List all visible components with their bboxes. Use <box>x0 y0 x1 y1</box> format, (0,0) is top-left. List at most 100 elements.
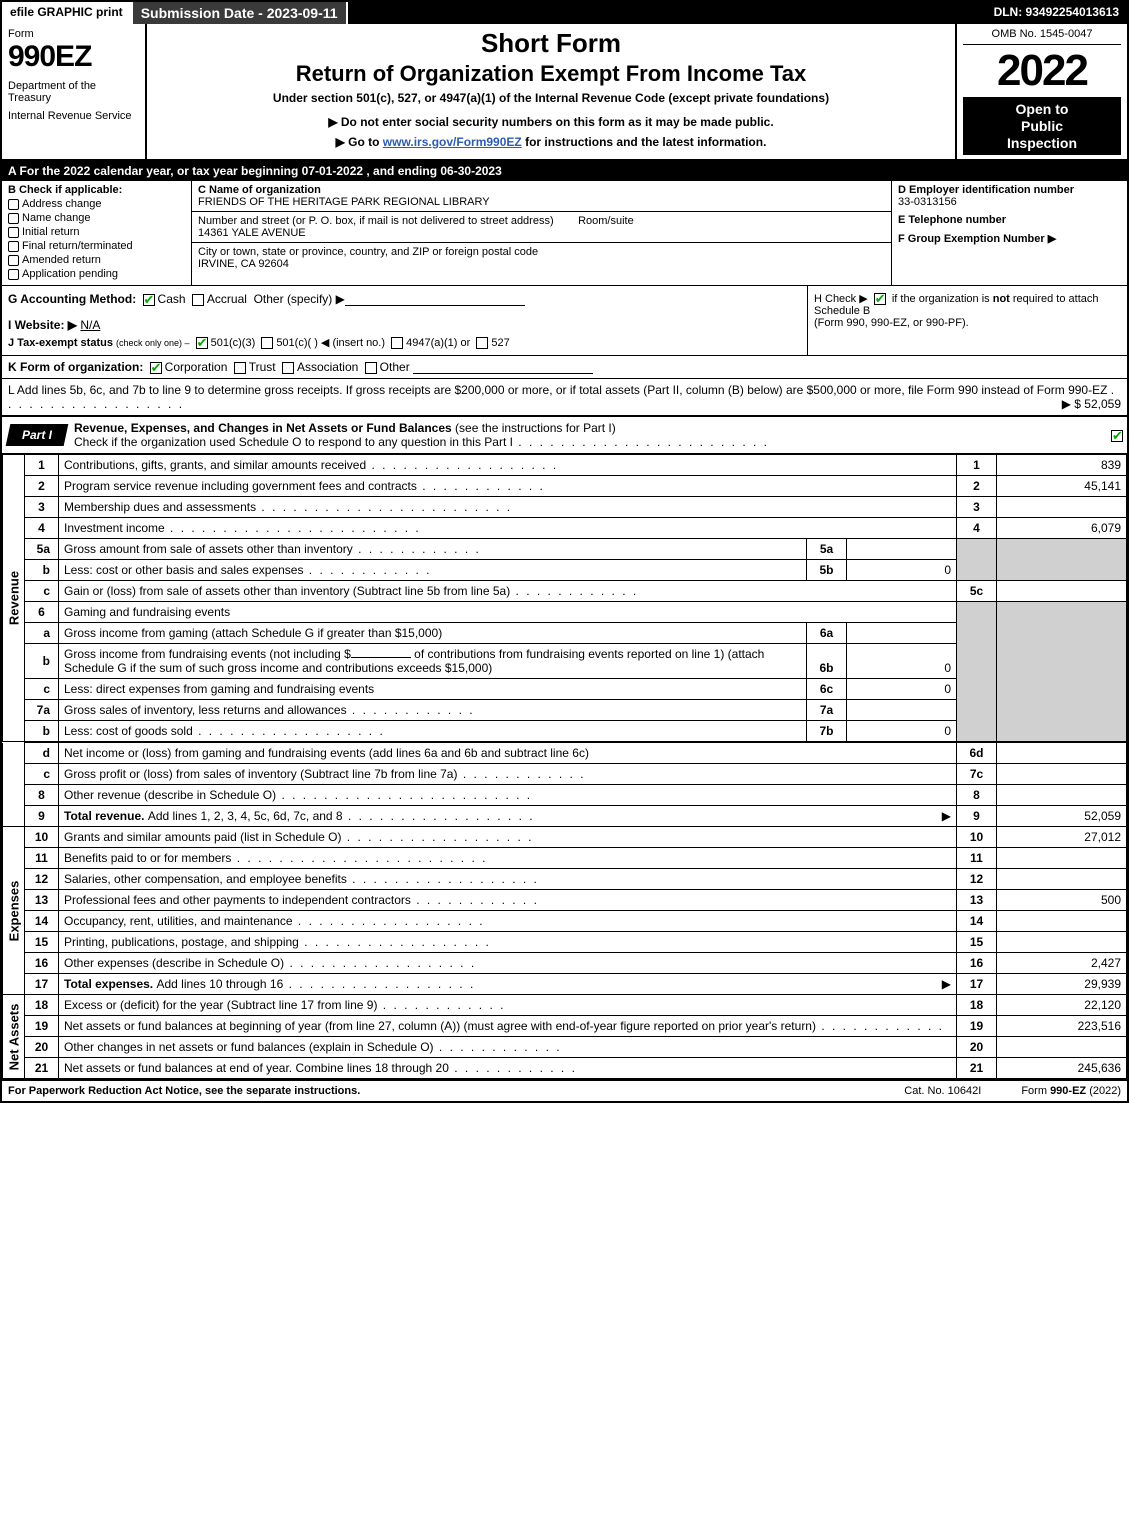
dln: DLN: 93492254013613 <box>986 2 1127 24</box>
d-ein-block: D Employer identification number 33-0313… <box>898 184 1121 208</box>
l-text: L Add lines 5b, 6c, and 7b to line 9 to … <box>8 383 1107 397</box>
h-t1: H Check ▶ <box>814 293 868 305</box>
j-note: (check only one) ‒ <box>116 338 190 348</box>
org-name: FRIENDS OF THE HERITAGE PARK REGIONAL LI… <box>198 196 490 208</box>
footer-left: For Paperwork Reduction Act Notice, see … <box>8 1085 864 1097</box>
chk-corp <box>150 362 162 374</box>
line-14: 14 Occupancy, rent, utilities, and maint… <box>3 911 1127 932</box>
i-lbl: I Website: ▶ <box>8 318 77 332</box>
efile-label: efile GRAPHIC print <box>2 2 133 24</box>
title-shortform: Short Form <box>155 28 947 59</box>
chk-accrual <box>192 294 204 306</box>
ssn-warning: ▶ Do not enter social security numbers o… <box>155 115 947 129</box>
dept-treasury: Department of the Treasury <box>8 80 139 104</box>
goto-link[interactable]: www.irs.gov/Form990EZ <box>383 135 522 149</box>
line-5a: 5a Gross amount from sale of assets othe… <box>3 539 1127 560</box>
chk-501c <box>261 337 273 349</box>
chk-cash <box>143 294 155 306</box>
c-street-block: Number and street (or P. O. box, if mail… <box>192 212 891 243</box>
chk-assoc <box>282 362 294 374</box>
c-city-block: City or town, state or province, country… <box>192 243 891 273</box>
line-6d: d Net income or (loss) from gaming and f… <box>3 743 1127 764</box>
org-city: IRVINE, CA 92604 <box>198 258 289 270</box>
line-10: Expenses 10 Grants and similar amounts p… <box>3 827 1127 848</box>
title-return: Return of Organization Exempt From Incom… <box>155 61 947 87</box>
line-19: 19 Net assets or fund balances at beginn… <box>3 1016 1127 1037</box>
line-9: 9 Total revenue. Add lines 1, 2, 3, 4, 5… <box>3 806 1127 827</box>
under-section: Under section 501(c), 527, or 4947(a)(1)… <box>155 91 947 105</box>
inspect-1: Open to <box>1016 101 1069 117</box>
c-name-block: C Name of organization FRIENDS OF THE HE… <box>192 181 891 212</box>
line-3: 3 Membership dues and assessments 3 <box>3 497 1127 518</box>
room-lbl: Room/suite <box>578 215 634 227</box>
chk-pending: Application pending <box>8 268 185 280</box>
header-center: Short Form Return of Organization Exempt… <box>147 24 957 159</box>
col-c: C Name of organization FRIENDS OF THE HE… <box>192 181 892 285</box>
g-lbl: G Accounting Method: <box>8 292 136 306</box>
city-lbl: City or town, state or province, country… <box>198 246 538 258</box>
website-val: N/A <box>80 318 100 332</box>
chk-527 <box>476 337 488 349</box>
part1-check-line: Check if the organization used Schedule … <box>74 435 513 449</box>
revenue-vlabel: Revenue <box>3 455 25 742</box>
line-15: 15 Printing, publications, postage, and … <box>3 932 1127 953</box>
line-4: 4 Investment income 4 6,079 <box>3 518 1127 539</box>
ein-val: 33-0313156 <box>898 196 957 208</box>
line-13: 13 Professional fees and other payments … <box>3 890 1127 911</box>
topbar: efile GRAPHIC print Submission Date - 20… <box>2 2 1127 24</box>
line-1: Revenue 1 Contributions, gifts, grants, … <box>3 455 1127 476</box>
b-label: B Check if applicable: <box>8 184 185 196</box>
chk-amended: Amended return <box>8 254 185 266</box>
c-name-lbl: C Name of organization <box>198 184 321 196</box>
chk-trust <box>234 362 246 374</box>
chk-name-change: Name change <box>8 212 185 224</box>
chk-501c3 <box>196 337 208 349</box>
line-18: Net Assets 18 Excess or (deficit) for th… <box>3 995 1127 1016</box>
line-12: 12 Salaries, other compensation, and emp… <box>3 869 1127 890</box>
i-line: I Website: ▶ N/A <box>8 318 801 332</box>
part1-title: Revenue, Expenses, and Changes in Net As… <box>66 417 1107 453</box>
header-left: Form 990EZ Department of the Treasury In… <box>2 24 147 159</box>
footer-center: Cat. No. 10642I <box>904 1085 981 1097</box>
line-6: 6 Gaming and fundraising events <box>3 602 1127 623</box>
dept-irs: Internal Revenue Service <box>8 110 139 122</box>
h-t4: (Form 990, 990-EZ, or 990-PF). <box>814 317 969 329</box>
g-line: G Accounting Method: Cash Accrual Other … <box>8 292 801 306</box>
h-block: H Check ▶ if the organization is not req… <box>807 286 1127 355</box>
chk-other <box>365 362 377 374</box>
org-street: 14361 YALE AVENUE <box>198 227 306 239</box>
part1-chk <box>1107 428 1127 442</box>
tel-lbl: E Telephone number <box>898 214 1006 226</box>
group-lbl: F Group Exemption Number ▶ <box>898 233 1056 245</box>
inspect-2: Public <box>1021 118 1063 134</box>
row-l: L Add lines 5b, 6c, and 7b to line 9 to … <box>2 379 1127 417</box>
f-group-block: F Group Exemption Number ▶ <box>898 232 1121 245</box>
footer: For Paperwork Reduction Act Notice, see … <box>2 1079 1127 1101</box>
goto-post: for instructions and the latest informat… <box>522 135 767 149</box>
line-17: 17 Total expenses. Add lines 10 through … <box>3 974 1127 995</box>
line-20: 20 Other changes in net assets or fund b… <box>3 1037 1127 1058</box>
col-d: D Employer identification number 33-0313… <box>892 181 1127 285</box>
e-tel-block: E Telephone number <box>898 214 1121 226</box>
h-t2: if the organization is <box>892 293 993 305</box>
submission-date: Submission Date - 2023-09-11 <box>133 2 348 24</box>
chk-final-return: Final return/terminated <box>8 240 185 252</box>
goto-pre: ▶ Go to <box>336 135 383 149</box>
row-ghij-left: G Accounting Method: Cash Accrual Other … <box>2 286 807 355</box>
street-lbl: Number and street (or P. O. box, if mail… <box>198 215 554 227</box>
form-990ez-page: efile GRAPHIC print Submission Date - 20… <box>0 0 1129 1103</box>
line-2: 2 Program service revenue including gove… <box>3 476 1127 497</box>
k-lbl: K Form of organization: <box>8 360 143 374</box>
col-b: B Check if applicable: Address change Na… <box>2 181 192 285</box>
topbar-spacer <box>348 2 986 24</box>
row-a-taxyear: A For the 2022 calendar year, or tax yea… <box>2 161 1127 181</box>
form-label: Form <box>8 28 139 40</box>
header-right: OMB No. 1545-0047 2022 Open to Public In… <box>957 24 1127 159</box>
other-specify-fill <box>345 292 525 306</box>
row-ghij: G Accounting Method: Cash Accrual Other … <box>2 286 1127 356</box>
chk-4947 <box>391 337 403 349</box>
line-8: 8 Other revenue (describe in Schedule O)… <box>3 785 1127 806</box>
part1-header: Part I Revenue, Expenses, and Changes in… <box>2 417 1127 454</box>
j-lbl: J Tax-exempt status <box>8 337 113 349</box>
part1-tab: Part I <box>6 424 69 446</box>
